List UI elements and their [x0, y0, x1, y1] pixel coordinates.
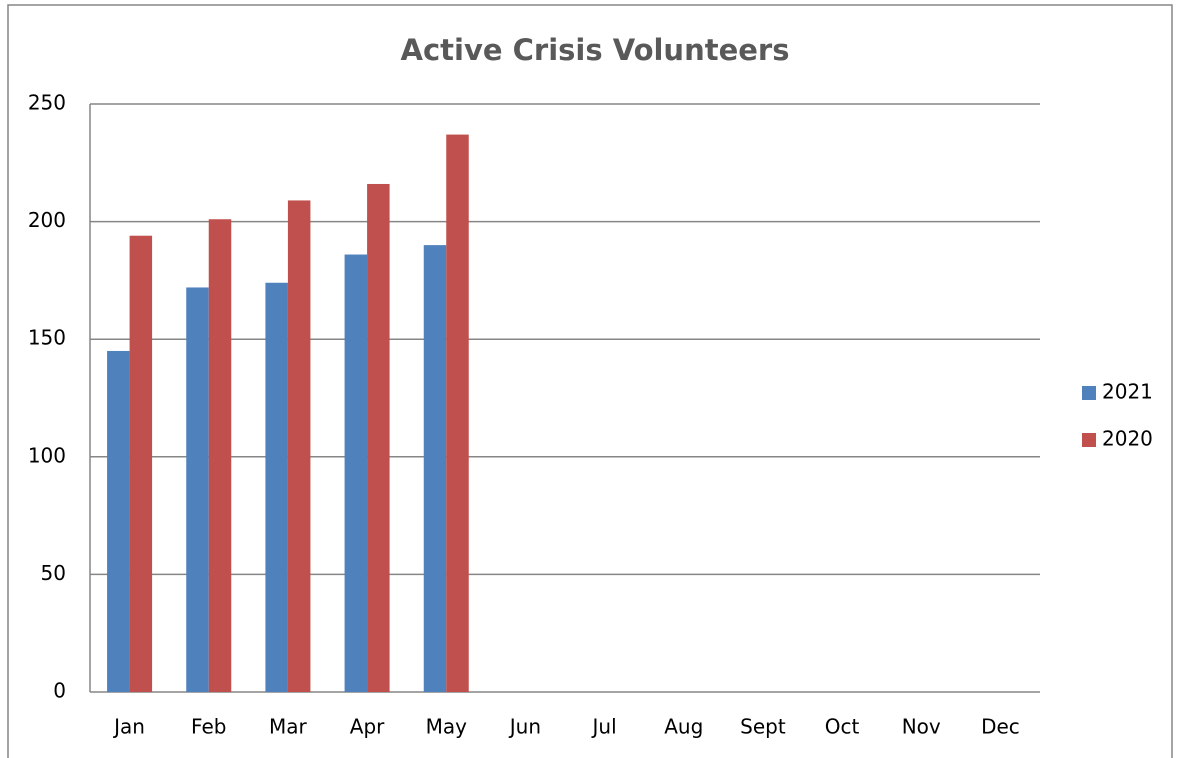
bar — [186, 287, 209, 692]
y-tick-label: 250 — [28, 91, 66, 115]
bar — [129, 235, 153, 692]
y-tick-label: 150 — [28, 326, 66, 350]
x-tick-label: Sept — [740, 715, 786, 739]
bar — [107, 350, 130, 692]
y-tick-label: 200 — [28, 208, 66, 232]
legend-swatch — [1082, 433, 1096, 447]
y-tick-label: 100 — [28, 443, 66, 467]
legend-label: 2020 — [1102, 427, 1153, 451]
x-tick-label: May — [426, 715, 468, 739]
legend-label: 2021 — [1102, 380, 1153, 404]
x-tick-label: Jul — [591, 715, 617, 739]
x-tick-label: Aug — [664, 715, 703, 739]
bar — [423, 245, 447, 692]
chart-title: Active Crisis Volunteers — [401, 33, 790, 67]
x-tick-label: Feb — [191, 715, 226, 739]
y-tick-label: 50 — [41, 561, 66, 585]
bar — [265, 282, 288, 692]
bar — [344, 254, 368, 692]
y-tick-label: 0 — [53, 679, 66, 703]
x-tick-label: Nov — [902, 715, 941, 739]
bar — [287, 200, 311, 692]
chart-frame — [7, 4, 1173, 758]
bar — [446, 134, 469, 693]
bar — [367, 183, 390, 692]
x-tick-label: Jan — [112, 715, 145, 739]
legend-swatch — [1082, 386, 1096, 400]
x-tick-label: Dec — [981, 715, 1020, 739]
x-tick-label: Oct — [825, 715, 860, 739]
x-tick-label: Mar — [269, 715, 308, 739]
bar — [208, 219, 232, 693]
x-tick-label: Jun — [508, 715, 541, 739]
x-tick-label: Apr — [350, 715, 385, 739]
